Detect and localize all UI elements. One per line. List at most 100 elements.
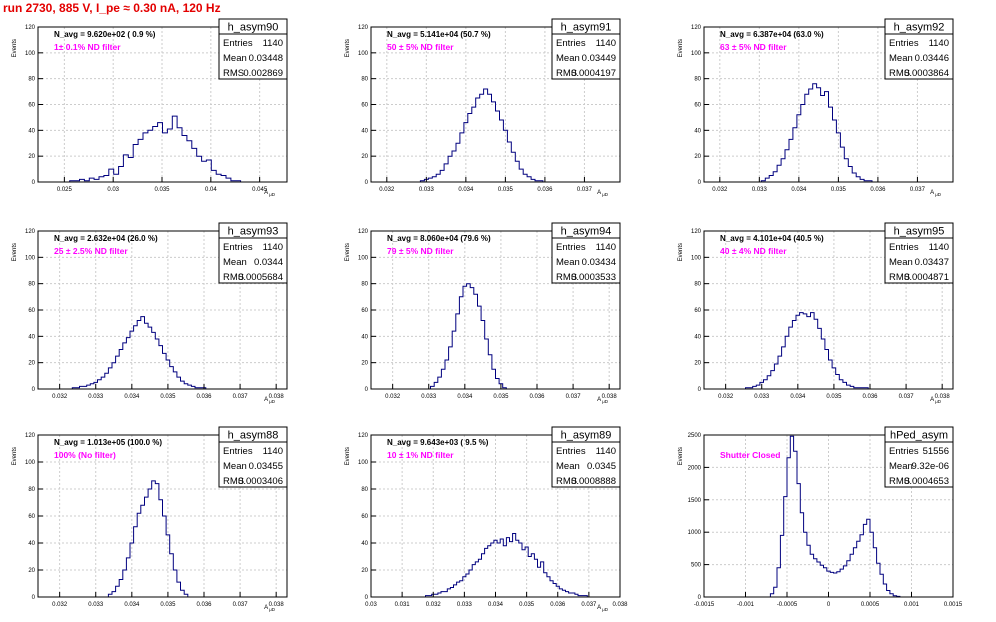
y-tick-label: 20 [28,361,35,367]
filter-label: 79 ± 5% ND filter [387,246,454,256]
histogram-name: h_asym91 [561,22,612,34]
histogram-name: h_asym88 [228,430,279,442]
stats-value: 1140 [263,446,283,457]
stats-value: 1140 [596,242,616,253]
y-tick-label: 60 [361,103,368,109]
y-tick-label: 40 [361,128,368,134]
x-tick-label: 0.038 [935,394,951,400]
stats-label: Mean [223,53,247,64]
stats-box: h_asym95 Entries 1140 Mean 0.03437 RMS0.00048… [884,222,954,284]
x-tick-label: 0.035 [155,187,171,193]
histogram-line [68,316,210,390]
y-tick-label: 40 [28,541,35,547]
stats-value: 9.32e-06 [911,461,949,472]
navg-label: N_avg = 1.013e+05 (100.0 %) [54,438,162,447]
x-tick-label: 0.033 [457,602,473,608]
page-title: run 2730, 885 V, I_pe ≈ 0.30 nA, 120 Hz [3,1,221,15]
x-tick-label: 0.035 [160,394,176,400]
navg-label: N_avg = 5.141e+04 (50.7 %) [387,30,491,39]
x-axis-title: AμD [597,397,609,404]
x-tick-label: 0.038 [269,602,285,608]
navg-label: N_avg = 6.387e+04 (63.0 %) [720,30,824,39]
x-tick-label: 0.034 [124,602,140,608]
stats-box: h_asym90 Entries 1140 Mean 0.03448 RMS 0.00286… [218,18,288,80]
x-tick-label: 0.035 [826,394,842,400]
x-tick-label: -0.0015 [694,602,715,608]
y-axis-title: Events [345,243,351,261]
stats-box: h_asym93 Entries 1140 Mean 0.0344 RMS0.000568… [218,222,288,284]
stats-label: Mean [223,257,247,268]
stats-box-frame [884,426,954,488]
stats-box: h_asym89 Entries 1140 Mean 0.0345 RMS0.000888… [551,426,621,488]
y-tick-label: 40 [361,334,368,340]
stats-label: Entries [556,38,586,49]
stats-box-frame [884,18,954,80]
navg-label: N_avg = 9.620e+02 ( 0.9 %) [54,30,156,39]
y-tick-label: 100 [691,51,702,57]
stats-value: 1140 [263,242,283,253]
stats-value: 0.03434 [582,257,616,268]
stats-box-frame [551,426,621,488]
x-tick-label: 0.036 [537,187,553,193]
x-tick-label: 0.038 [602,394,618,400]
y-axis-title: Events [345,39,351,57]
x-tick-label: 0.0005 [861,602,880,608]
stats-value: 0.0003864 [904,68,949,79]
y-tick-label: 0 [698,387,702,393]
y-tick-label: 60 [28,308,35,314]
y-tick-label: 20 [694,154,701,160]
stats-label: Mean [223,461,247,472]
stats-label: RMS [889,476,910,487]
x-tick-label: 0.036 [550,602,566,608]
stats-value: 1140 [929,242,949,253]
y-tick-label: 20 [28,568,35,574]
stats-box: h_asym88 Entries 1140 Mean 0.03455 RMS0.00034… [218,426,288,488]
x-tick-label: 0.036 [196,602,212,608]
stats-box: h_asym91 Entries 1140 Mean 0.03449 RMS0.00041… [551,18,621,80]
y-axis-title: Events [678,447,684,465]
y-tick-label: 20 [361,154,368,160]
y-tick-label: 120 [358,25,369,31]
y-tick-label: 120 [358,433,369,439]
y-tick-label: 40 [28,128,35,134]
stats-label: RMS [889,272,910,283]
y-tick-label: 0 [698,180,702,186]
x-tick-label: 0.036 [862,394,878,400]
histogram-line [741,312,872,390]
y-tick-label: 80 [361,282,368,288]
y-tick-label: 0 [32,387,36,393]
stats-label: Mean [889,257,913,268]
y-tick-label: 500 [691,563,702,569]
stats-label: RMS [556,476,577,487]
y-tick-label: 1000 [688,530,702,536]
histogram-panel-h_asym93: 0.032 0.033 0.034 0.035 0.036 0.037 0.038 0 20 40… [12,222,288,404]
y-tick-label: 60 [361,514,368,520]
histogram-panel-hPed_asym: -0.0015 -0.001 -0.0005 0 0.0005 0.001 0.0015 0 5… [678,426,963,608]
stats-value: 0.0345 [587,461,616,472]
stats-label: Mean [556,53,580,64]
stats-value: 1140 [596,38,616,49]
x-tick-label: 0.037 [899,394,915,400]
x-tick-label: 0.032 [426,602,442,608]
stats-value: 0.0004197 [571,68,616,79]
x-tick-label: 0.037 [566,394,582,400]
y-tick-label: 100 [358,51,369,57]
histogram-panel-h_asym88: 0.032 0.033 0.034 0.035 0.036 0.037 0.038 0 20 40… [12,426,288,612]
histogram-name: h_asym95 [894,226,945,238]
x-tick-label: 0.025 [57,187,73,193]
stats-value: 0.03449 [582,53,616,64]
y-tick-label: 100 [25,460,36,466]
filter-label: 25 ± 2.5% ND filter [54,246,128,256]
y-tick-label: 40 [694,334,701,340]
histogram-name: h_asym93 [228,226,279,238]
navg-label: N_avg = 2.632e+04 (26.0 %) [54,234,158,243]
stats-label: RMS [223,272,244,283]
y-tick-label: 120 [25,433,36,439]
y-tick-label: 0 [365,387,369,393]
histogram-name: hPed_asym [890,430,948,442]
stats-value: 0.0344 [254,257,283,268]
x-tick-label: 0.032 [718,394,734,400]
y-axis-title: Events [12,39,18,57]
x-tick-label: 0.034 [124,394,140,400]
histogram-line [757,83,876,183]
